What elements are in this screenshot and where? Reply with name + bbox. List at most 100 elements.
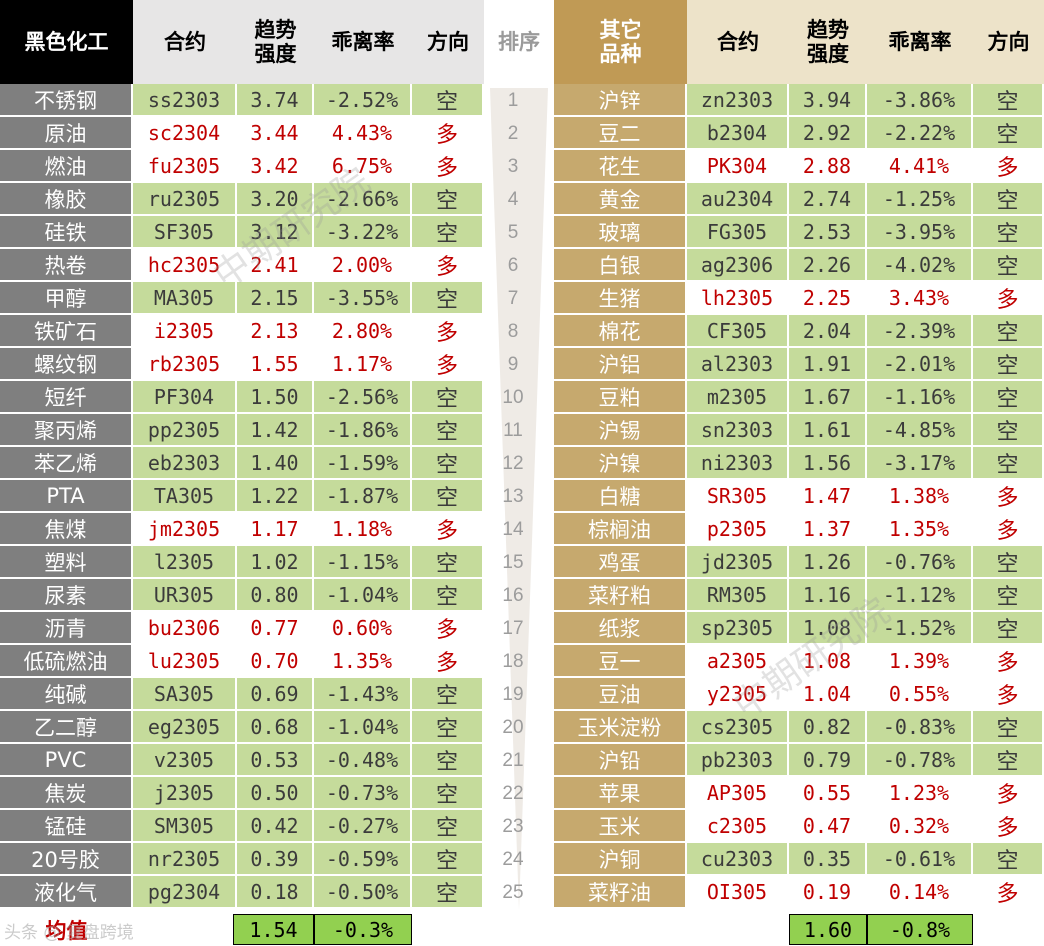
right-deviation-cell: 0.32% [867,810,973,843]
right-category-name: 沪铝 [554,348,687,381]
left-direction-header: 方向 [412,0,484,84]
left-category-name: 锰硅 [0,810,133,843]
right-contract-cell: c2305 [687,810,789,843]
left-deviation-cell: 2.80% [314,315,412,348]
right-category-name: 豆二 [554,117,687,150]
right-direction-cell: 多 [973,810,1044,843]
left-direction-cell: 空 [412,579,484,612]
right-contract-cell: al2303 [687,348,789,381]
left-strength-cell: 1.22 [237,480,314,513]
left-strength-cell: 0.50 [237,777,314,810]
left-direction-cell: 空 [412,876,484,909]
rank-number: 14 [502,518,524,540]
right-direction-cell: 空 [973,117,1044,150]
right-contract-cell: SR305 [687,480,789,513]
left-strength-cell: 1.02 [237,546,314,579]
right-direction-cell: 空 [973,216,1044,249]
right-category-name: 沪锌 [554,84,687,117]
average-label: 均值 [45,919,88,943]
left-direction-cell: 空 [412,84,484,117]
left-contract-header: 合约 [133,0,237,84]
left-contract-cell: MA305 [133,282,237,315]
left-strength-cell: 3.20 [237,183,314,216]
right-strength-cell: 1.04 [789,678,867,711]
rank-number: 24 [502,848,524,870]
left-strength-cell: 0.18 [237,876,314,909]
left-deviation-cell: -0.73% [314,777,412,810]
right-category-name: 苹果 [554,777,687,810]
left-contract-cell: UR305 [133,579,237,612]
left-contract-cell: pg2304 [133,876,237,909]
left-deviation-cell: -1.86% [314,414,412,447]
left-deviation-cell: -3.22% [314,216,412,249]
left-category-name: 原油 [0,117,133,150]
right-direction-cell: 空 [973,744,1044,777]
left-category-name: 焦煤 [0,513,133,546]
right-contract-cell: cu2303 [687,843,789,876]
left-contract-cell: PF304 [133,381,237,414]
right-direction-cell: 多 [973,777,1044,810]
left-strength-cell: 3.12 [237,216,314,249]
left-category-name: 硅铁 [0,216,133,249]
left-category-name: 不锈钢 [0,84,133,117]
right-direction-cell: 多 [973,150,1044,183]
right-strength-cell: 2.25 [789,282,867,315]
right-strength-cell: 2.04 [789,315,867,348]
right-strength-cell: 2.88 [789,150,867,183]
left-direction-cell: 多 [412,150,484,183]
left-strength-cell: 1.55 [237,348,314,381]
right-direction-cell: 空 [973,348,1044,381]
rank-number: 9 [507,353,519,375]
right-category-name: 菜籽油 [554,876,687,909]
left-deviation-cell: -0.48% [314,744,412,777]
left-direction-cell: 多 [412,117,484,150]
right-deviation-cell: 1.35% [867,513,973,546]
right-category-name: 沪铅 [554,744,687,777]
right-direction-cell: 空 [973,84,1044,117]
rank-number: 10 [502,386,524,408]
right-strength-cell: 1.37 [789,513,867,546]
left-contract-cell: nr2305 [133,843,237,876]
rank-number: 17 [502,617,524,639]
left-strength-cell: 0.69 [237,678,314,711]
right-strength-cell: 0.47 [789,810,867,843]
right-category-name: 棉花 [554,315,687,348]
left-direction-cell: 空 [412,711,484,744]
left-category-name: 低硫燃油 [0,645,133,678]
left-category-name: 热卷 [0,249,133,282]
left-deviation-cell: -1.43% [314,678,412,711]
right-strength-cell: 1.26 [789,546,867,579]
right-direction-cell: 多 [973,480,1044,513]
right-contract-cell: y2305 [687,678,789,711]
rank-number: 19 [502,683,524,705]
left-deviation-cell: -0.27% [314,810,412,843]
left-contract-cell: pp2305 [133,414,237,447]
right-direction-cell: 空 [973,381,1044,414]
left-contract-cell: TA305 [133,480,237,513]
right-direction-cell: 空 [973,183,1044,216]
left-category-name: PVC [0,744,133,777]
left-deviation-cell: -1.59% [314,447,412,480]
rank-number: 13 [502,485,524,507]
left-category-name: 液化气 [0,876,133,909]
left-strength-cell: 1.17 [237,513,314,546]
right-direction-cell: 多 [973,678,1044,711]
left-deviation-cell: -2.66% [314,183,412,216]
left-direction-cell: 空 [412,447,484,480]
right-strength-cell: 1.08 [789,645,867,678]
rank-number: 2 [507,122,519,144]
right-direction-cell: 空 [973,414,1044,447]
left-category-name: 20号胶 [0,843,133,876]
right-category-name: 纸浆 [554,612,687,645]
left-strength-cell: 0.68 [237,711,314,744]
right-deviation-cell: 4.41% [867,150,973,183]
left-category-name: 苯乙烯 [0,447,133,480]
right-strength-cell: 0.79 [789,744,867,777]
right-contract-cell: p2305 [687,513,789,546]
right-deviation-cell: 0.55% [867,678,973,711]
rank-number: 3 [507,155,519,177]
right-deviation-cell: 1.38% [867,480,973,513]
rank-number: 7 [507,287,519,309]
left-category-name: 尿素 [0,579,133,612]
left-contract-cell: ss2303 [133,84,237,117]
